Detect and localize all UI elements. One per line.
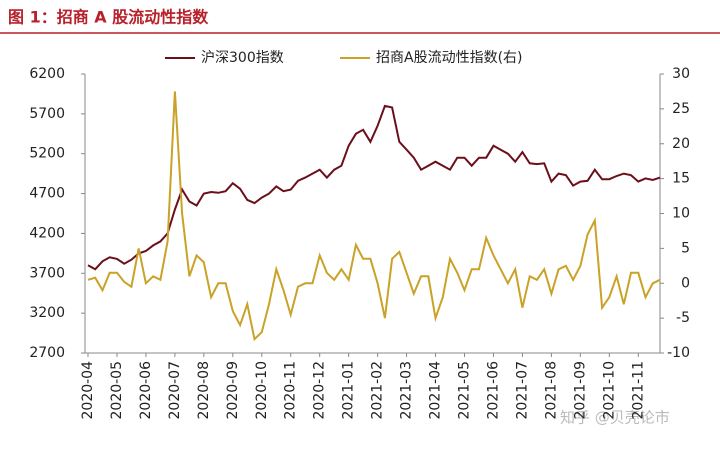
x-tick-label: 2021-09: [572, 361, 588, 420]
series-line: [87, 91, 661, 342]
x-tick-label: 2021-06: [485, 361, 501, 420]
legend-label: 沪深300指数: [201, 50, 284, 66]
y2-tick-label: 0: [681, 275, 690, 291]
x-tick-label: 2020-12: [312, 361, 328, 420]
y2-tick-label: 10: [672, 206, 690, 222]
x-tick-label: 2021-02: [370, 361, 386, 420]
x-tick-label: 2021-05: [457, 361, 473, 420]
y2-tick-label: 20: [672, 136, 690, 152]
y2-tick-label: -5: [676, 310, 690, 326]
x-tick-label: 2021-07: [514, 361, 530, 420]
x-tick-label: 2021-10: [601, 361, 617, 420]
x-tick-label: 2020-11: [283, 361, 299, 420]
y2-tick-label: -10: [667, 345, 690, 361]
x-tick-label: 2021-11: [630, 361, 646, 420]
y2-tick-label: 30: [672, 66, 690, 82]
x-tick-label: 2021-04: [428, 361, 444, 420]
x-tick-label: 2020-08: [196, 361, 212, 420]
y-tick-label: 2700: [29, 345, 65, 361]
watermark: 知乎 @贝壳论市: [560, 409, 670, 427]
y-tick-label: 5200: [29, 146, 65, 162]
y2-tick-label: 25: [672, 101, 690, 117]
y-tick-label: 6200: [29, 66, 65, 82]
x-tick-label: 2020-04: [80, 361, 96, 420]
x-tick-label: 2021-01: [341, 361, 357, 420]
y-tick-label: 3200: [29, 305, 65, 321]
y-tick-label: 4200: [29, 225, 65, 241]
y-tick-label: 4700: [29, 186, 65, 202]
x-tick-label: 2020-09: [225, 361, 241, 420]
x-tick-label: 2020-05: [109, 361, 125, 420]
x-tick-label: 2021-03: [399, 361, 415, 420]
x-tick-label: 2020-10: [254, 361, 270, 420]
chart-title: 图 1：招商 A 股流动性指数: [8, 8, 209, 27]
y2-tick-label: 15: [672, 171, 690, 187]
x-tick-label: 2021-08: [543, 361, 559, 420]
x-tick-label: 2020-06: [138, 361, 154, 420]
y-tick-label: 5700: [29, 106, 65, 122]
y-tick-label: 3700: [29, 265, 65, 281]
y2-tick-label: 5: [681, 240, 690, 256]
series-line: [87, 104, 661, 271]
x-tick-label: 2020-07: [167, 361, 183, 420]
legend-label: 招商A股流动性指数(右): [376, 50, 523, 66]
